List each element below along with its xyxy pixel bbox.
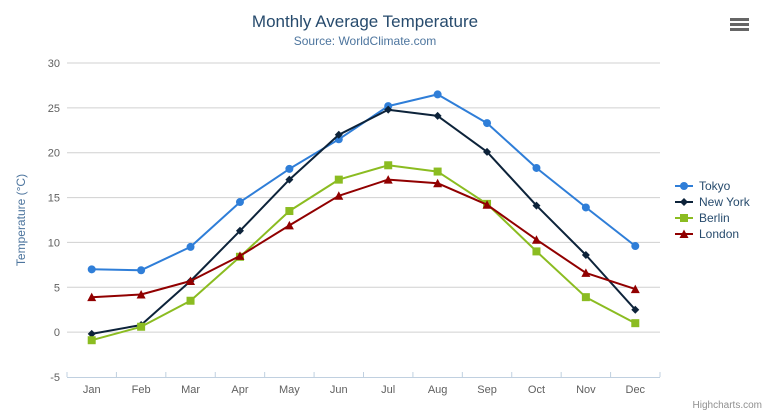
- series-marker-london[interactable]: [482, 200, 492, 209]
- diamond-legend-marker-icon: [675, 198, 693, 206]
- series-marker-berlin[interactable]: [137, 322, 146, 331]
- x-axis-label: Oct: [528, 384, 545, 396]
- series-marker-berlin[interactable]: [532, 247, 541, 256]
- series-line-tokyo[interactable]: [90, 93, 637, 272]
- y-axis-label: 20: [48, 148, 60, 160]
- x-axis-label: Feb: [132, 384, 151, 396]
- series-marker-new-york[interactable]: [631, 305, 640, 314]
- y-axis-label: 5: [54, 282, 60, 294]
- series-marker-berlin[interactable]: [384, 161, 393, 170]
- series-marker-tokyo[interactable]: [186, 242, 195, 251]
- legend-label: Tokyo: [699, 179, 731, 193]
- series-marker-berlin[interactable]: [433, 167, 442, 176]
- series-marker-new-york[interactable]: [384, 105, 393, 114]
- legend-item-new-york[interactable]: New York: [674, 194, 750, 210]
- series-marker-tokyo[interactable]: [137, 266, 146, 275]
- y-axis-label: 15: [48, 193, 60, 205]
- series-marker-london[interactable]: [531, 235, 541, 244]
- series-marker-tokyo[interactable]: [631, 242, 640, 251]
- export-menu-button[interactable]: [727, 14, 753, 36]
- series-marker-new-york[interactable]: [285, 175, 294, 184]
- y-axis-label: 25: [48, 103, 60, 115]
- series-marker-new-york[interactable]: [581, 250, 590, 259]
- hamburger-menu-icon: [730, 17, 750, 31]
- x-axis-label: Jun: [330, 384, 348, 396]
- series-marker-berlin[interactable]: [285, 207, 294, 216]
- legend-label: Berlin: [699, 211, 730, 225]
- series-marker-london[interactable]: [334, 191, 344, 200]
- x-axis-label: Jul: [381, 384, 395, 396]
- y-axis-label: 10: [48, 237, 60, 249]
- series-marker-new-york[interactable]: [87, 329, 96, 338]
- series-marker-tokyo[interactable]: [483, 119, 492, 128]
- chart-subtitle: Source: WorldClimate.com: [293, 34, 437, 48]
- series-marker-tokyo[interactable]: [581, 203, 590, 212]
- legend-label: London: [699, 227, 740, 241]
- series-marker-london[interactable]: [433, 178, 443, 188]
- credits-link[interactable]: Highcharts.com: [692, 400, 762, 411]
- series-marker-new-york[interactable]: [235, 226, 244, 235]
- series-marker-london[interactable]: [87, 292, 97, 302]
- x-axis-label: Aug: [428, 384, 448, 396]
- series-marker-london[interactable]: [186, 276, 196, 286]
- series-marker-new-york[interactable]: [483, 147, 492, 156]
- x-axis-label: Apr: [231, 384, 248, 396]
- series-line-berlin[interactable]: [90, 164, 637, 342]
- series-marker-tokyo[interactable]: [285, 164, 294, 173]
- series-marker-london[interactable]: [383, 175, 393, 184]
- series-marker-london[interactable]: [630, 284, 640, 294]
- legend: Tokyo New York Berlin London: [674, 178, 750, 242]
- x-axis-label: Mar: [181, 384, 200, 396]
- series-line-new-york[interactable]: [90, 108, 637, 335]
- series-marker-berlin[interactable]: [87, 336, 96, 345]
- series-marker-berlin[interactable]: [631, 319, 640, 328]
- series-marker-london[interactable]: [581, 268, 591, 277]
- x-axis-label: May: [279, 384, 300, 396]
- circle-legend-marker-icon: [675, 182, 693, 190]
- legend-label: New York: [699, 195, 750, 209]
- series-marker-tokyo[interactable]: [532, 163, 541, 172]
- x-axis-label: Dec: [626, 384, 646, 396]
- legend-item-berlin[interactable]: Berlin: [674, 210, 750, 226]
- triangle-legend-marker-icon: [675, 229, 693, 238]
- y-axis-label: 0: [54, 327, 60, 339]
- square-legend-marker-icon: [675, 214, 693, 222]
- chart-title: Monthly Average Temperature: [251, 12, 479, 31]
- legend-item-tokyo[interactable]: Tokyo: [674, 178, 750, 194]
- series-marker-new-york[interactable]: [334, 130, 343, 139]
- series-marker-london[interactable]: [136, 289, 146, 299]
- x-axis-label: Sep: [477, 384, 497, 396]
- legend-item-london[interactable]: London: [674, 226, 750, 242]
- series-marker-london[interactable]: [284, 220, 294, 230]
- series-marker-tokyo[interactable]: [87, 265, 96, 274]
- series-marker-tokyo[interactable]: [235, 198, 244, 207]
- x-axis-label: Jan: [83, 384, 101, 396]
- series-marker-new-york[interactable]: [532, 201, 541, 210]
- y-axis-label: -5: [50, 372, 60, 384]
- y-axis-label: 30: [48, 58, 60, 70]
- series-marker-berlin[interactable]: [186, 296, 195, 305]
- series-marker-new-york[interactable]: [433, 111, 442, 120]
- x-axis-label: Nov: [576, 384, 596, 396]
- series-line-london[interactable]: [90, 178, 637, 299]
- series-marker-berlin[interactable]: [581, 293, 590, 302]
- series-marker-berlin[interactable]: [334, 175, 343, 184]
- series-marker-tokyo[interactable]: [433, 90, 442, 99]
- series-marker-london[interactable]: [235, 251, 245, 260]
